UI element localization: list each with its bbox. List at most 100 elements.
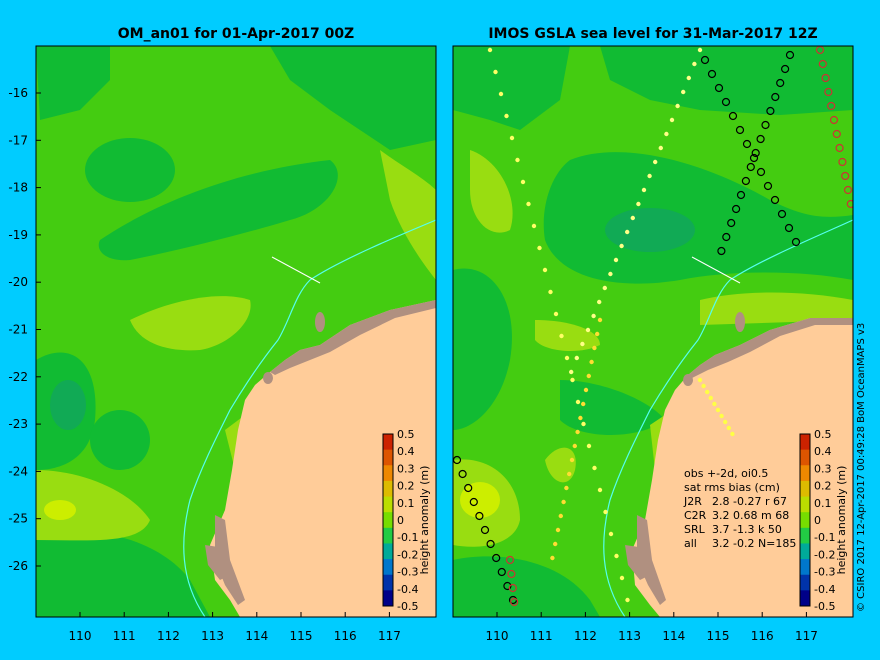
stats-row-sat: J2R [683,495,702,508]
high-anomaly-region [36,470,150,541]
y-tick-label: -18 [8,181,28,195]
obs-marker [464,483,473,493]
obs-marker [493,69,498,75]
left-y-axis: -16 -17 -18 -19 -20 -21 -22 -23 -24 -25 -26 [8,86,41,573]
obs-marker [510,597,519,607]
obs-marker [771,92,780,102]
obs-marker [503,581,512,591]
obs-marker [697,377,703,383]
obs-marker [498,91,504,97]
obs-marker [728,111,738,121]
obs-marker [730,431,735,437]
low-anomaly-region [453,46,570,130]
stats-row-vals: 3.2 0.68 m 68 [712,509,789,522]
x-tick-label: 113 [201,629,224,643]
obs-marker [741,176,751,186]
colorbar-tick-label: -0.5 [397,600,418,613]
colorbar-swatch [800,480,810,498]
y-tick-label: -16 [8,86,28,100]
obs-marker [567,471,572,477]
obs-marker [619,243,624,249]
colorbar-tick-label: -0.1 [814,531,835,544]
colorbar-swatch [383,434,393,451]
obs-marker [791,237,801,247]
coastline [637,515,666,605]
obs-marker [585,327,591,333]
obs-marker [746,162,755,172]
obs-marker [625,597,630,603]
obs-marker [564,355,570,361]
obs-marker [705,389,710,395]
obs-marker [742,139,752,149]
colorbar-swatch [800,465,810,482]
obs-marker [821,73,830,83]
colorbar-tick-label: -0.2 [397,548,418,561]
y-tick-label: -20 [8,275,28,289]
obs-marker [625,229,630,235]
obs-marker [595,331,600,337]
obs-marker [636,201,641,207]
island [683,374,693,386]
obs-marker [701,383,706,389]
low-anomaly-region [36,532,210,617]
obs-marker [602,285,607,291]
obs-marker [492,553,501,563]
obs-marker [589,359,594,365]
colorbar-swatch [383,590,393,607]
obs-marker [681,89,686,95]
obs-marker [818,59,827,69]
obs-marker [675,103,680,109]
obs-stats: obs +-2d, oi0.5 sat rms bias (cm) J2R 2.… [683,467,796,550]
obs-marker [458,469,467,479]
credit-text: © CSIRO 2017 12-Apr-2017 00:49:28 BoM Oc… [856,323,867,612]
obs-marker [505,555,515,565]
obs-marker [564,485,569,491]
x-tick-label: 114 [662,629,685,643]
obs-marker [608,271,613,277]
obs-marker [736,190,746,200]
colorbar-swatch [383,449,393,466]
obs-marker [574,355,579,361]
colorbar-swatch [800,512,810,529]
obs-marker [542,267,548,273]
colorbar-tick-label: -0.4 [397,583,418,596]
colorbar-tick-label: -0.3 [397,566,418,579]
obs-marker [664,131,669,137]
coastline [625,545,650,580]
lower-anomaly-region [50,380,86,430]
x-tick-label: 114 [245,629,268,643]
obs-marker [723,419,728,425]
x-tick-label: 111 [530,629,553,643]
colorbar-tick-label: 0 [814,514,821,527]
x-tick-label: 112 [574,629,597,643]
stats-row-sat: all [684,537,697,550]
obs-marker [520,179,526,185]
obs-marker [537,245,542,251]
obs-marker [832,129,841,139]
obs-marker [735,125,745,135]
obs-marker [548,289,553,295]
satellite-observations [453,46,853,607]
x-tick-label: 115 [707,629,730,643]
obs-marker [841,171,850,181]
obs-marker [731,204,741,214]
right-map [453,46,853,617]
obs-marker [751,148,760,158]
obs-marker [508,595,518,605]
left-colorbar-label: height anomaly (m) [418,466,431,575]
left-title: OM_an01 for 01-Apr-2017 00Z [118,26,354,42]
low-anomaly-region [600,46,853,115]
obs-marker [669,117,675,123]
y-tick-label: -26 [8,559,28,573]
obs-marker [766,106,775,116]
isobath-line [603,219,853,617]
obs-marker [578,415,583,421]
y-tick-label: -23 [8,417,28,431]
obs-marker [692,61,697,67]
obs-marker [569,457,575,463]
island [315,312,325,332]
colorbar-tick-label: 0.2 [397,480,415,493]
colorbar-swatch [383,512,393,529]
obs-marker [603,509,608,515]
